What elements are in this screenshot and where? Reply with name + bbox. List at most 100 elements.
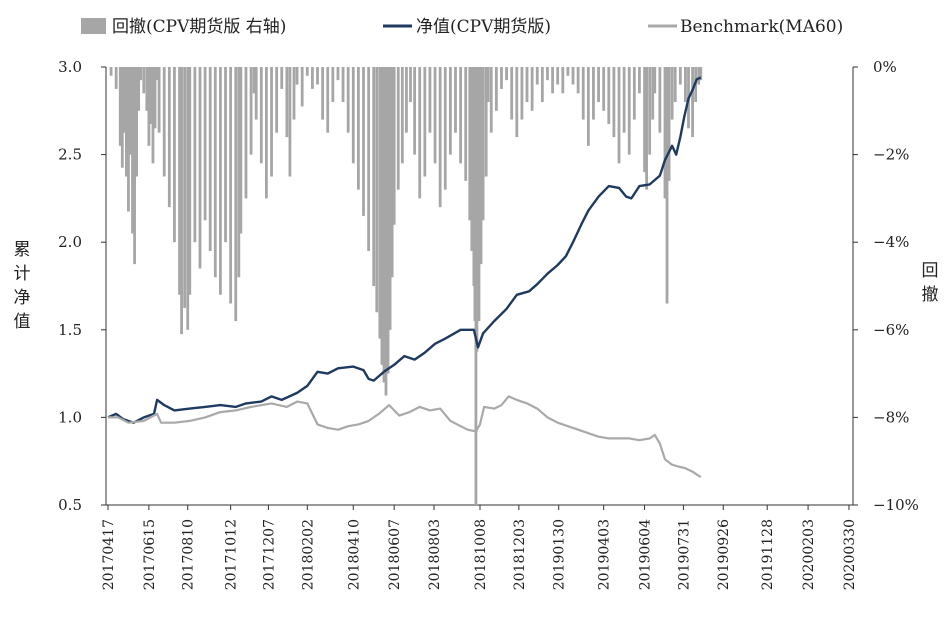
drawdown-bar — [388, 67, 392, 330]
drawdown-bar — [673, 67, 677, 103]
drawdown-bar — [237, 67, 241, 278]
drawdown-bar — [459, 67, 462, 164]
drawdown-bar — [149, 67, 153, 124]
drawdown-bar — [551, 67, 554, 94]
drawdown-bar — [409, 67, 412, 103]
drawdown-bar — [311, 67, 314, 89]
left-tick-label: 2.0 — [58, 233, 82, 251]
drawdown-bar — [254, 67, 258, 120]
drawdown-bar — [252, 67, 256, 94]
drawdown-bar — [367, 67, 371, 251]
drawdown-bar — [356, 67, 360, 190]
drawdown-bar — [198, 67, 202, 269]
drawdown-bar — [438, 67, 442, 208]
x-tick-label: 20190403 — [597, 519, 613, 590]
drawdown-bar — [423, 67, 427, 177]
left-axis-title-char-4: 值 — [14, 312, 31, 332]
drawdown-bar — [546, 67, 549, 81]
drawdown-bar — [331, 67, 335, 103]
right-tick-label: −4% — [873, 233, 909, 251]
drawdown-bar — [592, 67, 595, 120]
nav-line — [107, 76, 702, 424]
drawdown-bar — [540, 67, 544, 103]
drawdown-bar — [561, 67, 565, 94]
drawdown-bar — [520, 67, 524, 120]
drawdown-bar — [576, 67, 580, 94]
x-tick-label: 20190731 — [676, 519, 692, 590]
drawdown-bar — [648, 67, 652, 155]
drawdown-bar — [396, 67, 400, 190]
left-axis-title-char-2: 计 — [14, 264, 31, 284]
right-axis-title: 回 撤 — [922, 261, 939, 305]
drawdown-bar — [643, 67, 646, 173]
drawdown-bar — [658, 67, 662, 133]
drawdown-bar — [295, 67, 299, 85]
drawdown-bar — [122, 67, 126, 133]
drawdown-bar — [443, 67, 447, 190]
drawdown-bar — [571, 67, 575, 85]
drawdown-bar — [535, 67, 539, 85]
drawdown-bar — [378, 67, 382, 339]
x-tick-label: 20200330 — [842, 519, 858, 590]
drawdown-bar — [477, 67, 481, 322]
drawdown-bar — [351, 67, 355, 164]
left-tick-label: 0.5 — [58, 496, 82, 514]
drawdown-bar — [602, 67, 606, 111]
x-tick-label: 20180803 — [427, 519, 443, 590]
drawdown-bar — [607, 67, 611, 124]
drawdown-bar — [470, 67, 474, 251]
series-lines — [107, 76, 702, 478]
drawdown-bar — [346, 67, 350, 133]
benchmark-line — [108, 395, 702, 478]
drawdown-bar — [305, 67, 309, 76]
drawdown-bar — [627, 67, 631, 155]
drawdown-bar — [581, 67, 585, 120]
drawdown-bar — [213, 67, 217, 278]
drawdown-bar — [405, 67, 408, 133]
drawdown-bar — [505, 67, 508, 81]
drawdown-bar — [670, 67, 674, 120]
drawdown-bar — [180, 67, 183, 335]
axes — [101, 66, 858, 510]
drawdown-bar — [362, 67, 365, 216]
drawdown-bar — [162, 67, 166, 177]
x-tick-label: 20170615 — [142, 519, 158, 590]
drawdown-bar — [684, 67, 687, 103]
drawdown-bar — [336, 67, 340, 81]
drawdown-bar — [229, 67, 233, 304]
drawdown-bar — [392, 67, 396, 225]
drawdown-bar — [288, 67, 292, 177]
drawdown-bar — [651, 67, 655, 120]
drawdown-bar — [384, 67, 388, 396]
drawdown-bar — [566, 67, 570, 76]
drawdown-bar — [484, 67, 488, 177]
drawdown-bar — [173, 67, 176, 243]
drawdown-bar — [433, 67, 437, 164]
drawdown-bar — [326, 67, 330, 133]
drawdown-bar — [153, 67, 157, 129]
drawdown-bar — [300, 67, 304, 107]
drawdown-bar — [280, 67, 284, 89]
drawdown-bar — [178, 67, 181, 295]
drawdown-bar — [239, 67, 243, 234]
drawdown-bar — [131, 67, 134, 234]
drawdown-bar — [259, 67, 263, 164]
drawdown-bar — [663, 67, 667, 199]
drawdown-bar — [375, 67, 379, 313]
right-tick-label: −8% — [873, 408, 909, 426]
drawdown-bar — [617, 67, 621, 164]
drawdown-bar — [234, 67, 238, 322]
drawdown-bar — [137, 67, 141, 111]
left-tick-label: 1.0 — [58, 408, 82, 426]
drawdown-bar — [665, 67, 669, 304]
drawdown-bar — [380, 67, 384, 365]
drawdown-bar — [203, 67, 207, 221]
drawdown-bar — [510, 67, 514, 120]
x-tick-label: 20181008 — [473, 519, 489, 590]
x-tick-label: 20190604 — [638, 519, 654, 590]
drawdown-bar — [500, 67, 503, 89]
x-tick-label: 20190130 — [552, 519, 568, 590]
x-tick-label: 20170417 — [101, 519, 117, 590]
x-tick-label: 20191128 — [760, 519, 776, 590]
